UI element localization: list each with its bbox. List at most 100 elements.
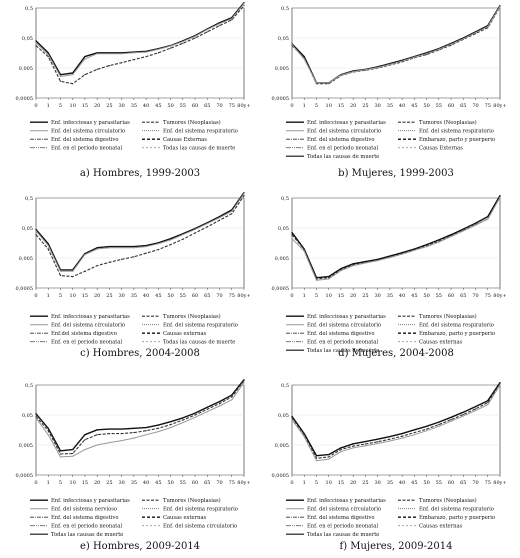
data-point [206, 226, 208, 228]
data-point [243, 192, 245, 194]
x-tick-label: 1 [303, 480, 306, 486]
legend-entry: Todas las causas de muerte [307, 154, 379, 160]
data-point [182, 42, 184, 45]
data-point [59, 75, 62, 78]
data-point [84, 434, 86, 436]
x-tick-label: 5 [59, 103, 62, 109]
series-line-1 [291, 382, 501, 457]
x-tick-label: 75 [485, 293, 491, 299]
x-tick-label: 65 [204, 293, 210, 299]
data-point [413, 429, 415, 431]
data-point [59, 456, 62, 458]
x-tick-label: 25 [106, 480, 112, 486]
legend-entry: Enf. del sistema respiratorio [419, 129, 494, 135]
data-point [206, 29, 208, 31]
legend-entry: Todas las causas de muerte [163, 340, 235, 346]
x-tick-label: 15 [338, 103, 344, 109]
x-tick-label: 45 [411, 103, 417, 109]
x-tick-label: 75 [229, 293, 235, 299]
data-point [108, 261, 111, 263]
legend-entry: Causas externas [419, 524, 463, 530]
data-point [450, 235, 452, 238]
x-tick-label: 0 [290, 293, 293, 299]
x-tick-label: 40 [143, 103, 149, 109]
x-tick-label: 45 [155, 103, 161, 109]
legend-entry: Tumores (Neoplasias) [419, 119, 477, 126]
x-tick-label: 50 [167, 103, 173, 109]
data-point [450, 416, 452, 418]
data-point [59, 450, 62, 452]
data-point [352, 447, 354, 449]
data-point [352, 443, 354, 445]
y-tick-label: 0,05 [278, 36, 289, 42]
data-point [364, 69, 367, 71]
x-tick-label: 55 [436, 293, 442, 299]
series-line-3 [35, 193, 245, 272]
x-tick-label: 25 [362, 480, 368, 486]
y-tick-label: 0,0005 [16, 286, 34, 292]
legend-entry: Enf. del sistema circulatorio [163, 524, 237, 530]
x-tick-label: 35 [131, 103, 137, 109]
data-point [450, 234, 452, 236]
series-line-1 [35, 379, 245, 452]
x-tick-label: 40 [399, 480, 405, 486]
data-point [218, 400, 221, 403]
data-point [243, 2, 245, 4]
data-point [340, 74, 342, 76]
legend-entry: Enf. infecciosas y parasitarias [51, 314, 130, 320]
data-point [401, 432, 403, 435]
data-point [425, 430, 428, 432]
y-tick-label: 0,0005 [272, 473, 290, 479]
x-tick-label: 70 [216, 293, 222, 299]
data-point [413, 249, 415, 251]
series-line-2 [35, 5, 245, 85]
x-tick-label: 35 [131, 293, 137, 299]
data-point [328, 278, 330, 280]
data-point [121, 245, 123, 248]
x-tick-label: 1 [47, 103, 50, 109]
data-point [108, 52, 111, 54]
data-point [35, 44, 37, 47]
legend-entry: Causas externas [419, 340, 463, 346]
data-point [157, 430, 159, 433]
data-point [96, 444, 98, 446]
legend-entry: Enf. infecciosas y parasitarias [307, 314, 386, 320]
data-point [157, 243, 159, 245]
data-point [72, 83, 74, 85]
data-point [35, 230, 37, 232]
data-point [487, 400, 489, 402]
data-point [194, 35, 196, 37]
data-point [377, 441, 379, 443]
data-point [121, 428, 123, 430]
series-line-3 [291, 384, 501, 462]
x-tick-label: 80y+ [237, 480, 250, 486]
x-tick-label: 70 [216, 103, 222, 109]
y-tick-label: 0,0005 [16, 473, 34, 479]
legend-entry: Enf. del sistema circulatorio [307, 129, 381, 135]
x-tick-label: 15 [338, 293, 344, 299]
x-tick-label: 55 [180, 293, 186, 299]
data-point [450, 420, 452, 422]
legend-entry: Tumores (Neoplasias) [419, 313, 477, 320]
data-point [169, 427, 172, 429]
data-point [169, 421, 172, 423]
legend-entry: Enf. en el periodo neonatal [307, 524, 378, 530]
data-point [108, 442, 111, 444]
data-point [182, 234, 184, 236]
data-point [401, 253, 403, 255]
panel-caption: e) Hombres, 2009-2014 [80, 541, 200, 552]
data-point [291, 238, 293, 240]
x-tick-label: 40 [399, 103, 405, 109]
data-point [121, 247, 123, 249]
x-tick-label: 70 [472, 293, 478, 299]
y-tick-label: 0,5 [25, 6, 33, 12]
data-point [315, 279, 318, 281]
data-point [401, 435, 403, 437]
data-point [35, 415, 37, 417]
data-point [35, 40, 37, 42]
data-point [291, 44, 293, 46]
data-point [291, 419, 293, 421]
x-tick-label: 10 [326, 293, 332, 299]
data-point [108, 245, 111, 248]
data-point [487, 404, 489, 406]
